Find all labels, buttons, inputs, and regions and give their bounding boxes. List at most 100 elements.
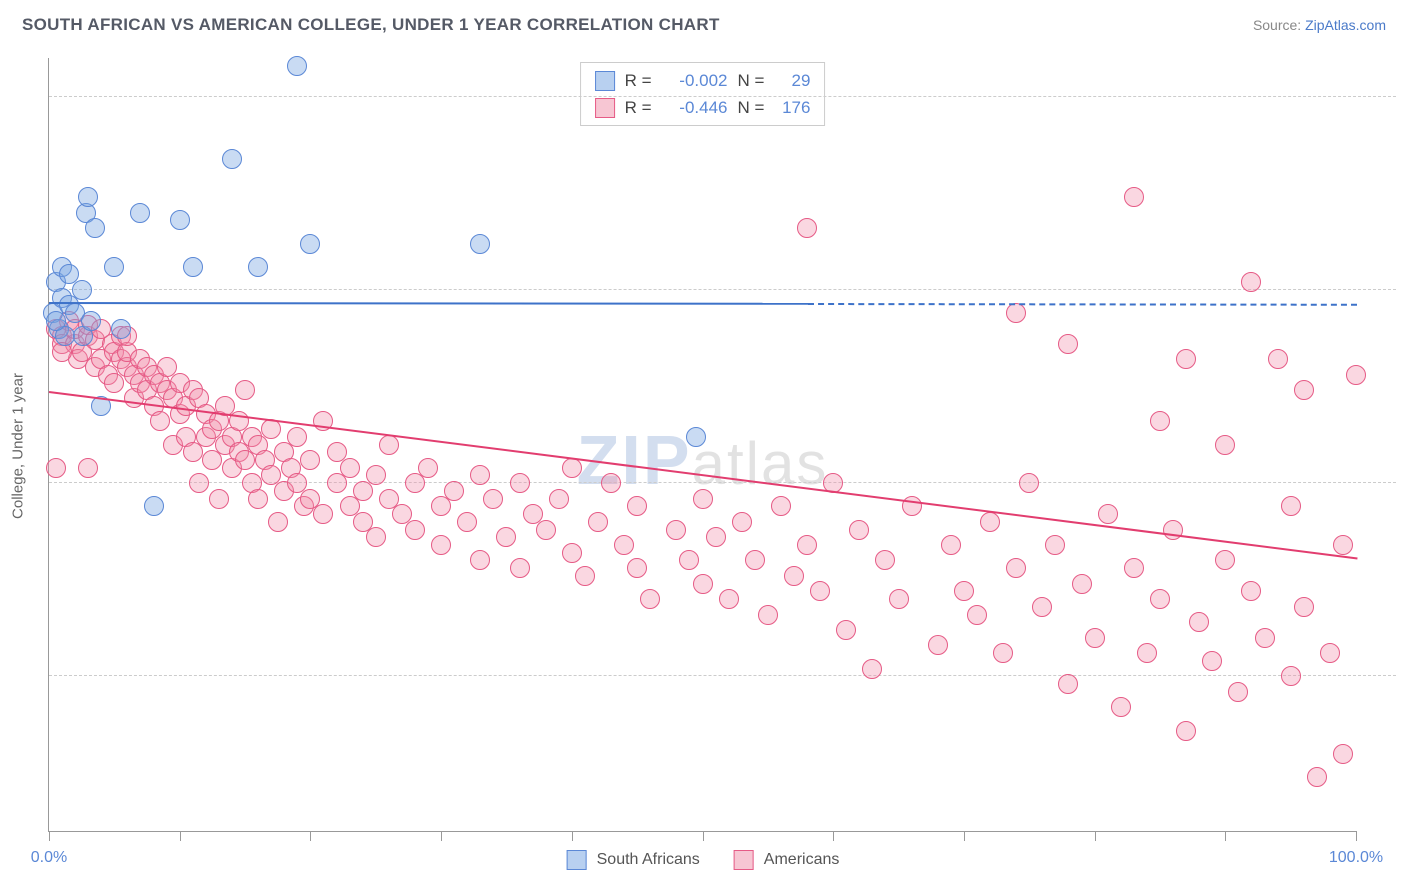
americans-point <box>849 520 869 540</box>
legend-swatch-series2 <box>734 850 754 870</box>
americans-point <box>150 411 170 431</box>
americans-point <box>1294 597 1314 617</box>
americans-point <box>1176 721 1196 741</box>
americans-point <box>268 512 288 532</box>
americans-point <box>1202 651 1222 671</box>
americans-point <box>706 527 726 547</box>
r-label: R = <box>625 94 652 121</box>
americans-point <box>1176 349 1196 369</box>
x-tick <box>1225 831 1226 841</box>
x-tick <box>572 831 573 841</box>
americans-point <box>431 535 451 555</box>
source-prefix: Source: <box>1253 17 1305 33</box>
r-value-series1: -0.002 <box>662 67 728 94</box>
x-tick <box>1095 831 1096 841</box>
americans-point <box>470 550 490 570</box>
series-legend: South Africans Americans <box>567 850 840 870</box>
americans-point <box>1333 744 1353 764</box>
americans-point <box>1255 628 1275 648</box>
americans-point <box>1268 349 1288 369</box>
stats-row-series2: R = -0.446 N = 176 <box>595 94 811 121</box>
americans-point <box>666 520 686 540</box>
americans-point <box>562 458 582 478</box>
legend-item-series1: South Africans <box>567 850 700 870</box>
americans-point <box>771 496 791 516</box>
south-africans-point <box>287 56 307 76</box>
americans-point <box>1215 435 1235 455</box>
americans-point <box>1045 535 1065 555</box>
source-attribution: Source: ZipAtlas.com <box>1253 17 1386 33</box>
americans-point <box>928 635 948 655</box>
americans-point <box>209 489 229 509</box>
x-tick <box>833 831 834 841</box>
source-link[interactable]: ZipAtlas.com <box>1305 17 1386 33</box>
americans-point <box>248 489 268 509</box>
americans-point <box>758 605 778 625</box>
americans-point <box>862 659 882 679</box>
x-tick <box>180 831 181 841</box>
americans-point <box>1006 303 1026 323</box>
r-label: R = <box>625 67 652 94</box>
south-africans-point <box>130 203 150 223</box>
south-africans-point <box>686 427 706 447</box>
americans-point <box>875 550 895 570</box>
americans-point <box>1241 581 1261 601</box>
americans-point <box>967 605 987 625</box>
americans-point <box>405 520 425 540</box>
americans-point <box>745 550 765 570</box>
x-tick-label: 100.0% <box>1329 849 1383 867</box>
x-tick <box>964 831 965 841</box>
n-label: N = <box>738 67 765 94</box>
swatch-series2 <box>595 98 615 118</box>
americans-point <box>1307 767 1327 787</box>
americans-point <box>379 435 399 455</box>
americans-point <box>836 620 856 640</box>
americans-point <box>1058 674 1078 694</box>
americans-point <box>732 512 752 532</box>
americans-point <box>46 458 66 478</box>
correlation-stats-legend: R = -0.002 N = 29 R = -0.446 N = 176 <box>580 62 826 126</box>
americans-point <box>1333 535 1353 555</box>
americans-point <box>366 527 386 547</box>
americans-point <box>1320 643 1340 663</box>
americans-point <box>562 543 582 563</box>
americans-point <box>340 458 360 478</box>
south-africans-point <box>81 311 101 331</box>
chart-title: SOUTH AFRICAN VS AMERICAN COLLEGE, UNDER… <box>22 15 720 35</box>
americans-point <box>1150 411 1170 431</box>
americans-point <box>1111 697 1131 717</box>
americans-point <box>1294 380 1314 400</box>
americans-point <box>614 535 634 555</box>
x-tick <box>49 831 50 841</box>
south-africans-point <box>46 311 66 331</box>
americans-point <box>980 512 1000 532</box>
legend-swatch-series1 <box>567 850 587 870</box>
legend-label-series2: Americans <box>764 851 840 869</box>
americans-point <box>993 643 1013 663</box>
americans-point <box>189 473 209 493</box>
americans-point <box>235 380 255 400</box>
americans-point <box>784 566 804 586</box>
americans-point <box>693 489 713 509</box>
americans-point <box>510 558 530 578</box>
south-africans-point <box>78 187 98 207</box>
south-africans-point <box>111 319 131 339</box>
americans-point <box>1346 365 1366 385</box>
trendline-south-africans-extrapolated <box>808 303 1357 306</box>
x-tick <box>703 831 704 841</box>
americans-point <box>313 504 333 524</box>
swatch-series1 <box>595 71 615 91</box>
south-africans-point <box>222 149 242 169</box>
south-africans-point <box>183 257 203 277</box>
americans-point <box>889 589 909 609</box>
americans-point <box>1215 550 1235 570</box>
americans-point <box>510 473 530 493</box>
americans-point <box>483 489 503 509</box>
americans-point <box>693 574 713 594</box>
scatter-plot-area: ZIPatlas R = -0.002 N = 29 R = -0.446 N … <box>48 58 1356 832</box>
south-africans-point <box>170 210 190 230</box>
americans-point <box>627 496 647 516</box>
americans-point <box>1019 473 1039 493</box>
americans-point <box>1189 612 1209 632</box>
stats-row-series1: R = -0.002 N = 29 <box>595 67 811 94</box>
